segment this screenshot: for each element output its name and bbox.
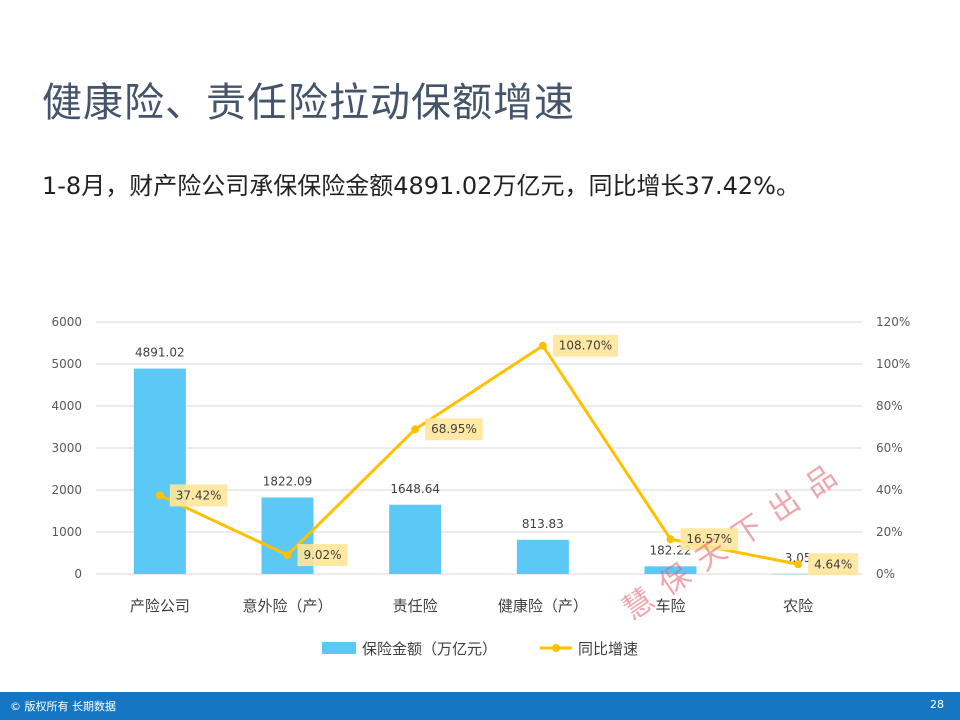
y-right-tick-label: 80%	[876, 399, 903, 413]
page-number: 28	[930, 698, 944, 711]
x-tick-label: 车险	[655, 597, 685, 615]
y-right-tick-label: 20%	[876, 525, 903, 539]
y-right-tick-label: 100%	[876, 357, 910, 371]
y-left-tick-label: 3000	[51, 441, 82, 455]
y-left-tick-label: 1000	[51, 525, 82, 539]
page-title: 健康险、责任险拉动保额增速	[42, 80, 575, 126]
legend-label-line: 同比增速	[578, 640, 638, 658]
bar	[133, 368, 186, 574]
line-point	[155, 491, 164, 500]
line-data-label: 37.42%	[176, 488, 222, 502]
line-point	[411, 425, 420, 434]
page-subtitle: 1-8月，财产险公司承保保险金额4891.02万亿元，同比增长37.42%。	[42, 172, 800, 200]
line-point	[538, 341, 547, 350]
bar-data-label: 4891.02	[135, 346, 185, 360]
y-right-tick-label: 60%	[876, 441, 903, 455]
x-tick-label: 健康险（产）	[498, 597, 588, 615]
legend-label-bars: 保险金额（万亿元）	[362, 640, 497, 658]
y-right-tick-label: 120%	[876, 315, 910, 329]
line-label-box	[425, 418, 483, 441]
line-point	[666, 535, 675, 544]
bar-data-label: 1648.64	[390, 482, 440, 496]
line-label-box	[680, 528, 739, 551]
footer-copyright: © 版权所有 长期数据	[10, 700, 116, 713]
line-label-box	[297, 544, 348, 567]
line-data-label: 16.57%	[686, 532, 732, 546]
x-tick-label: 产险公司	[130, 597, 190, 615]
x-tick-label: 农险	[783, 597, 813, 615]
x-tick-label: 意外险（产）	[242, 597, 332, 615]
y-left-tick-label: 2000	[51, 483, 82, 497]
bar-data-label: 813.83	[522, 517, 564, 531]
y-left-tick-label: 0	[74, 567, 82, 581]
y-right-tick-label: 0%	[876, 567, 895, 581]
line-data-label: 108.70%	[559, 339, 612, 353]
line-label-box	[808, 553, 859, 576]
bar	[389, 504, 442, 574]
line-point	[794, 560, 803, 569]
y-right-tick-label: 40%	[876, 483, 903, 497]
bar-data-label: 3.05	[785, 551, 812, 565]
footer-bar: © 版权所有 长期数据 28	[0, 692, 960, 720]
bar	[516, 539, 569, 574]
line-label-box	[169, 484, 228, 507]
bar	[644, 566, 697, 574]
line-data-label: 4.64%	[814, 557, 852, 571]
line-point	[283, 551, 292, 560]
y-left-tick-label: 5000	[51, 357, 82, 371]
combo-chart: 0 0% 1000 20% 2000 40% 3000 60% 4000 80% 5000 100% 6…	[51, 315, 910, 658]
line-data-label: 9.02%	[303, 548, 341, 562]
legend-swatch-marker	[552, 644, 560, 652]
legend-swatch-bars	[322, 642, 356, 654]
bar	[772, 573, 825, 575]
line-label-box	[552, 334, 619, 357]
x-tick-label: 责任险	[393, 597, 438, 615]
y-left-tick-label: 6000	[51, 315, 82, 329]
y-left-tick-label: 4000	[51, 399, 82, 413]
bar-data-label: 1822.09	[263, 474, 313, 488]
line-data-label: 68.95%	[431, 422, 477, 436]
